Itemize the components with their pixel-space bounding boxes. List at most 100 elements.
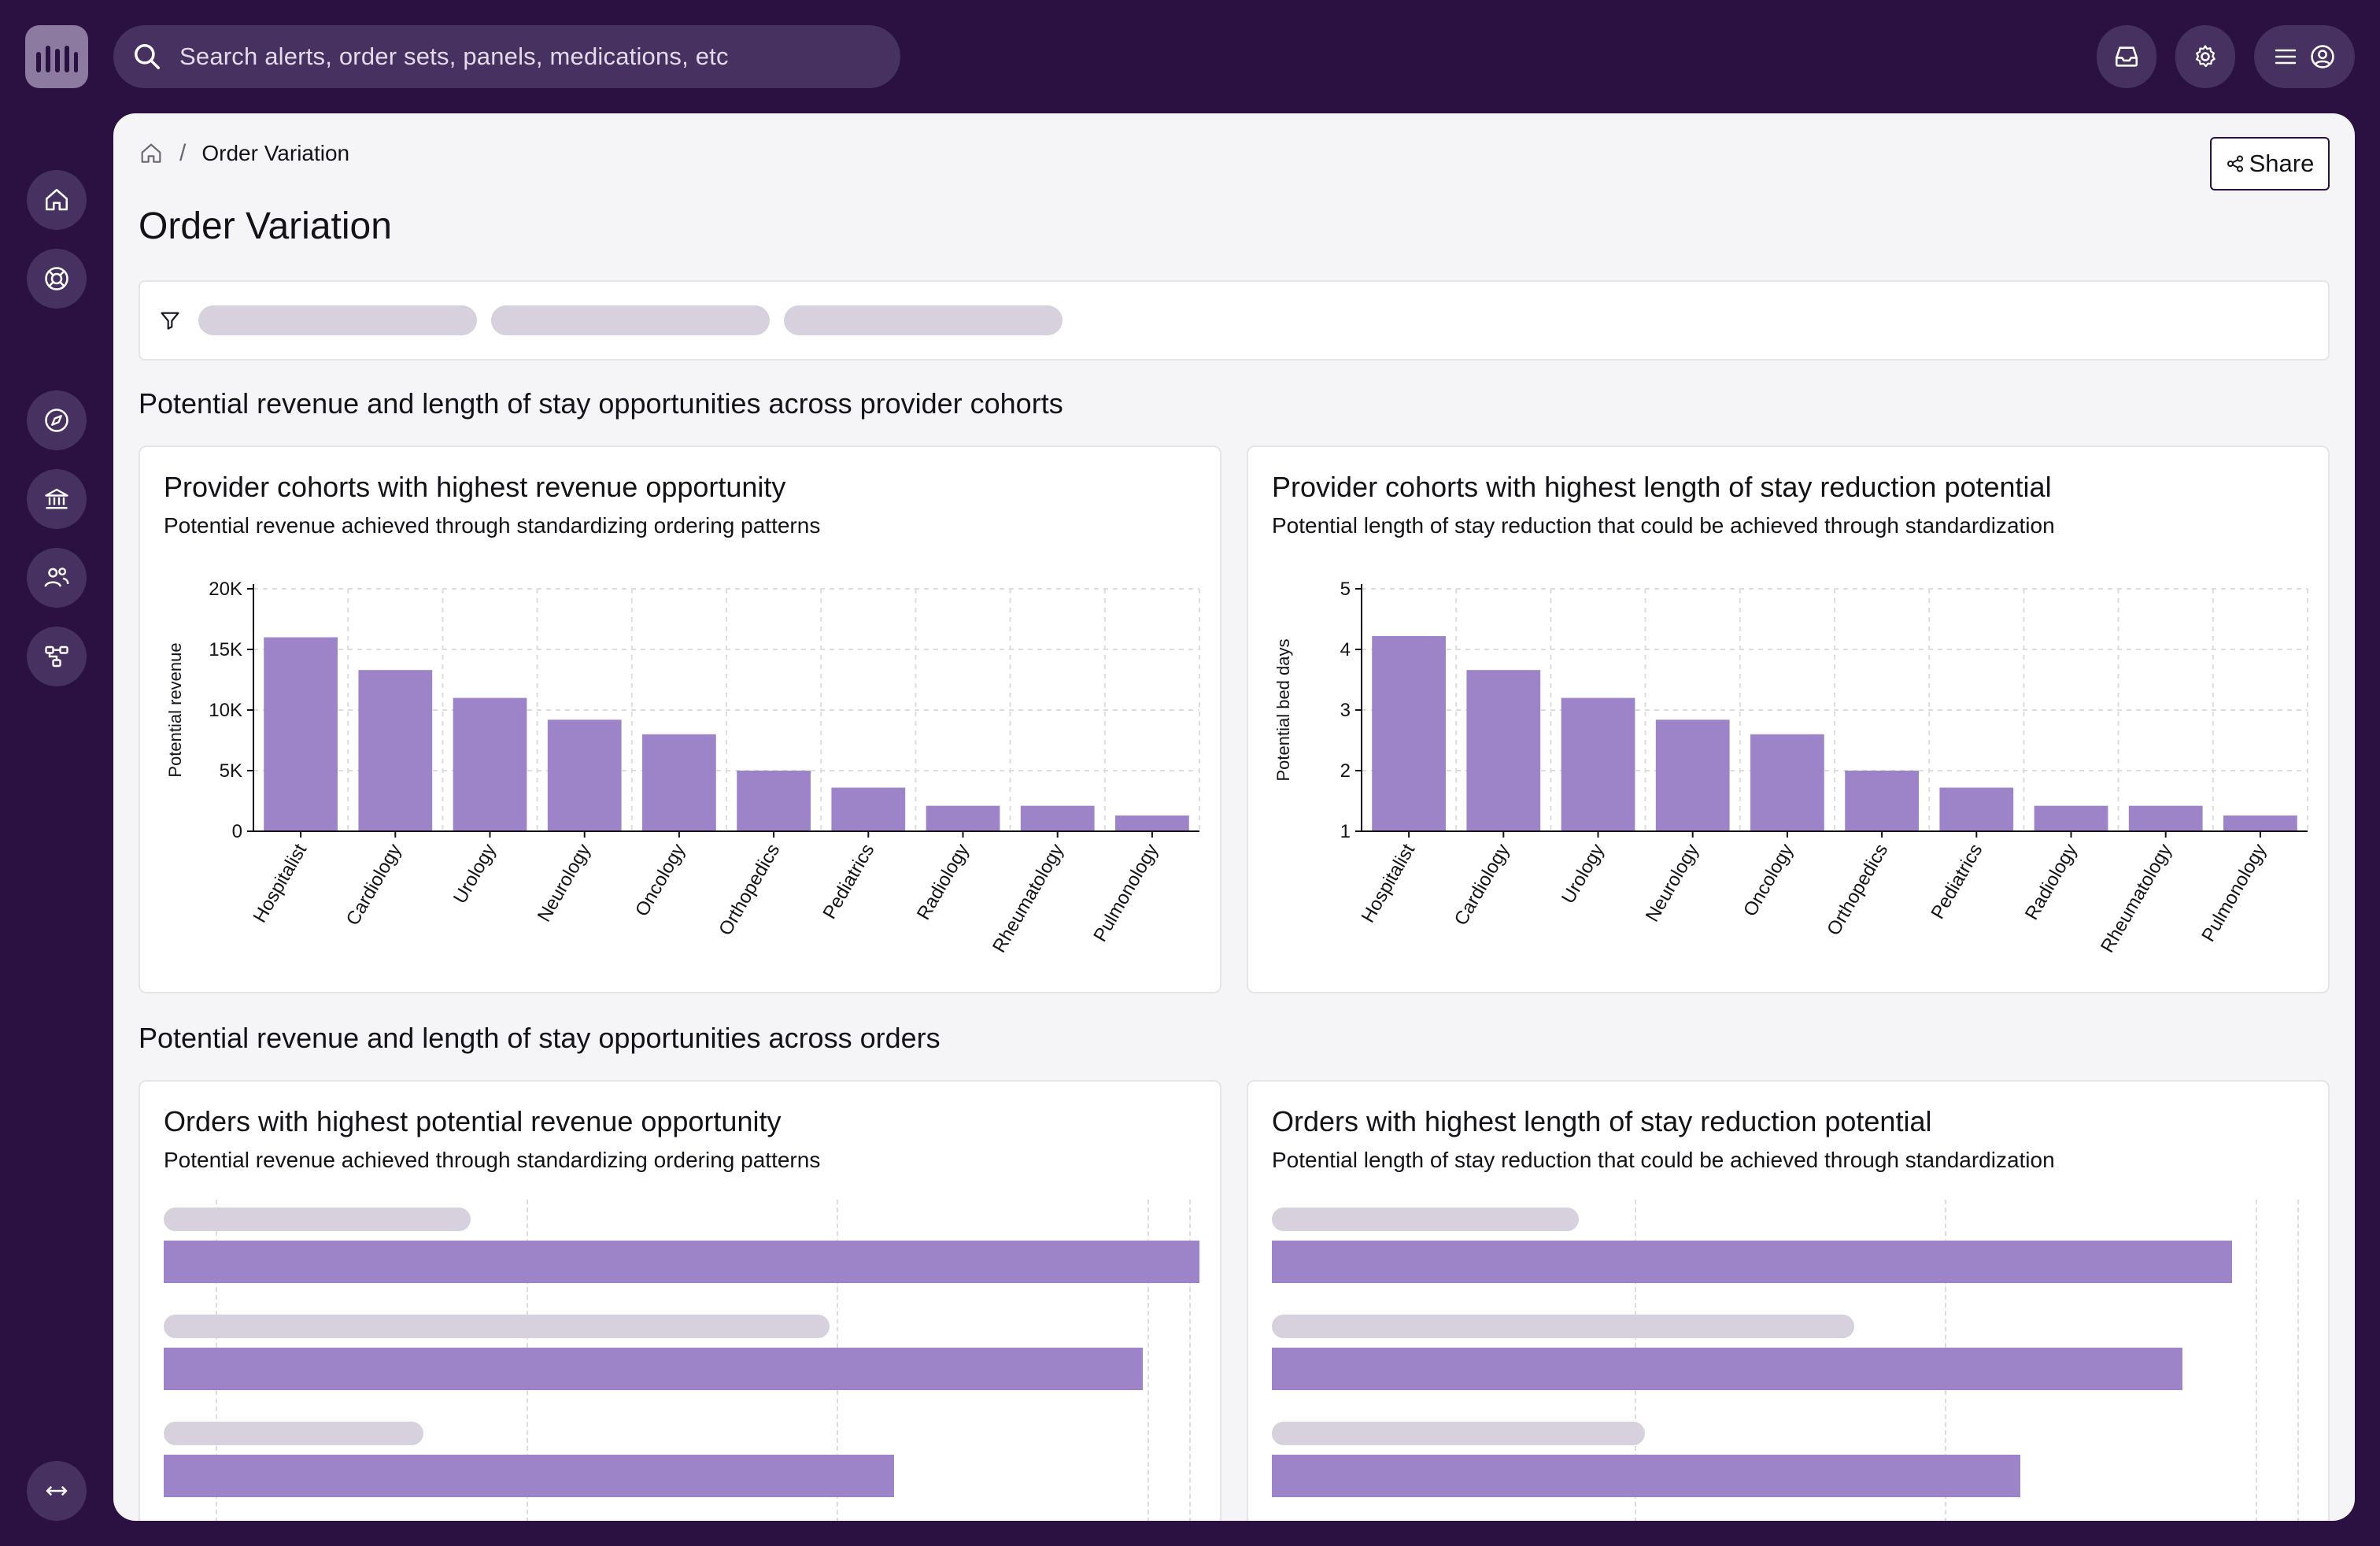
card-los-cohorts: Provider cohorts with highest length of … <box>1247 446 2330 993</box>
grid-line-v <box>1148 1200 1150 1521</box>
card-los-orders: Orders with highest length of stay reduc… <box>1247 1080 2330 1521</box>
x-tick-label: Rheumatology <box>989 841 1068 957</box>
bar-label-placeholder <box>1272 1208 1579 1231</box>
filter-chip-placeholder[interactable] <box>491 305 770 335</box>
filter-chip-placeholder[interactable] <box>784 305 1062 335</box>
nav-cohorts-button[interactable] <box>27 548 87 608</box>
y-tick-label: 3 <box>1340 700 1351 721</box>
x-tick-label: Hospitalist <box>1358 840 1420 926</box>
user-menu-button[interactable] <box>2254 25 2355 88</box>
bar <box>547 719 622 831</box>
app-logo[interactable] <box>25 25 88 88</box>
revenue-cohorts-chart: 0 5K 10K 15K 20K Hospitalist Cardiology Urology… <box>165 579 1200 957</box>
grid-line-v <box>1188 1200 1191 1521</box>
inbox-icon <box>2115 46 2138 67</box>
bar <box>1272 1455 2021 1497</box>
breadcrumb: / Order Variation <box>139 140 349 167</box>
nav-home-button[interactable] <box>27 170 87 230</box>
share-label: Share <box>2249 150 2315 177</box>
bar <box>264 637 338 831</box>
card-title: Provider cohorts with highest revenue op… <box>164 471 786 503</box>
bar <box>1655 719 1730 831</box>
nav-institution-button[interactable] <box>27 469 87 529</box>
workflow-icon <box>45 645 68 668</box>
bar <box>737 771 811 831</box>
search-icon <box>135 44 160 69</box>
filter-icon[interactable] <box>159 309 181 331</box>
arrows-horizontal-icon <box>46 1485 68 1496</box>
nav-support-button[interactable] <box>27 249 87 309</box>
settings-button[interactable] <box>2175 25 2235 88</box>
section-title-cohorts: Potential revenue and length of stay opp… <box>139 387 1063 420</box>
grid-line-v <box>2297 1200 2299 1521</box>
x-tick-label: Urology <box>449 841 501 908</box>
bar <box>1115 815 1189 831</box>
bar-label-placeholder <box>1272 1315 1854 1338</box>
nav-explore-button[interactable] <box>27 390 87 450</box>
x-tick-label: Urology <box>1558 841 1609 908</box>
bar-label-placeholder <box>164 1422 423 1445</box>
y-tick-label: 20K <box>209 579 242 600</box>
y-tick-label: 4 <box>1340 639 1351 660</box>
x-tick-label: Orthopedics <box>1823 841 1892 940</box>
user-avatar-icon <box>2311 45 2334 68</box>
breadcrumb-current: Order Variation <box>201 141 350 165</box>
bar <box>453 697 527 831</box>
bar <box>358 670 433 831</box>
bar-label-placeholder <box>164 1315 830 1338</box>
filter-bar <box>139 280 2330 361</box>
bar <box>642 734 716 831</box>
section-title-orders: Potential revenue and length of stay opp… <box>139 1022 941 1054</box>
filter-chip-placeholder[interactable] <box>198 305 477 335</box>
y-tick-label: 2 <box>1340 760 1351 782</box>
x-tick-label: Radiology <box>2021 841 2082 924</box>
y-tick-label: 0 <box>232 821 242 842</box>
compass-icon <box>45 409 68 432</box>
card-subtitle: Potential length of stay reduction that … <box>1272 513 2055 538</box>
y-tick-label: 1 <box>1340 821 1351 842</box>
share-icon <box>2227 155 2243 172</box>
card-title: Orders with highest length of stay reduc… <box>1272 1105 1932 1137</box>
share-button[interactable]: Share <box>2210 137 2330 190</box>
x-tick-label: Pediatrics <box>819 841 878 923</box>
bar <box>926 805 1000 831</box>
bar <box>164 1348 1143 1390</box>
inbox-button[interactable] <box>2097 25 2156 88</box>
los-orders-chart <box>1272 1200 2308 1521</box>
x-tick-label: Cardiology <box>1451 841 1514 930</box>
y-tick-label: 15K <box>209 639 242 660</box>
gear-icon <box>2195 45 2216 68</box>
search-bar[interactable]: Search alerts, order sets, panels, medic… <box>113 25 900 88</box>
bar <box>1272 1348 2182 1390</box>
y-axis-label: Potential revenue <box>165 642 185 777</box>
bank-icon <box>45 488 68 509</box>
expand-sidebar-button[interactable] <box>27 1461 87 1521</box>
x-tick-label: Hospitalist <box>249 840 312 926</box>
bar <box>1939 787 2014 831</box>
nav-workflow-button[interactable] <box>27 627 87 686</box>
card-revenue-orders: Orders with highest potential revenue op… <box>139 1080 1221 1521</box>
x-tick-label: Radiology <box>913 841 974 924</box>
x-tick-label: Pediatrics <box>1927 841 1986 923</box>
los-cohorts-chart: 1 2 3 4 5 Hospitalist Cardiology Urology Neurolo… <box>1273 579 2308 957</box>
bar <box>831 787 906 831</box>
x-tick-label: Rheumatology <box>2097 841 2176 957</box>
card-revenue-cohorts: Provider cohorts with highest revenue op… <box>139 446 1221 993</box>
card-subtitle: Potential revenue achieved through stand… <box>164 513 821 538</box>
bar <box>1561 697 1635 831</box>
main-panel: / Order Variation Share Order Variation … <box>113 113 2355 1521</box>
bar <box>1845 771 1919 831</box>
home-icon <box>45 188 68 211</box>
x-tick-label: Pulmonology <box>2197 841 2271 946</box>
home-icon[interactable] <box>139 141 164 166</box>
card-title: Provider cohorts with highest length of … <box>1272 471 2052 503</box>
x-tick-label: Pulmonology <box>1089 841 1162 946</box>
x-tick-label: Cardiology <box>342 841 406 930</box>
bar <box>2128 805 2203 831</box>
y-tick-label: 10K <box>209 700 242 721</box>
y-axis-label: Potential bed days <box>1273 638 1293 781</box>
bar <box>2223 815 2297 831</box>
card-subtitle: Potential revenue achieved through stand… <box>164 1148 821 1172</box>
x-tick-label: Oncology <box>631 841 689 920</box>
revenue-orders-chart <box>164 1200 1199 1521</box>
